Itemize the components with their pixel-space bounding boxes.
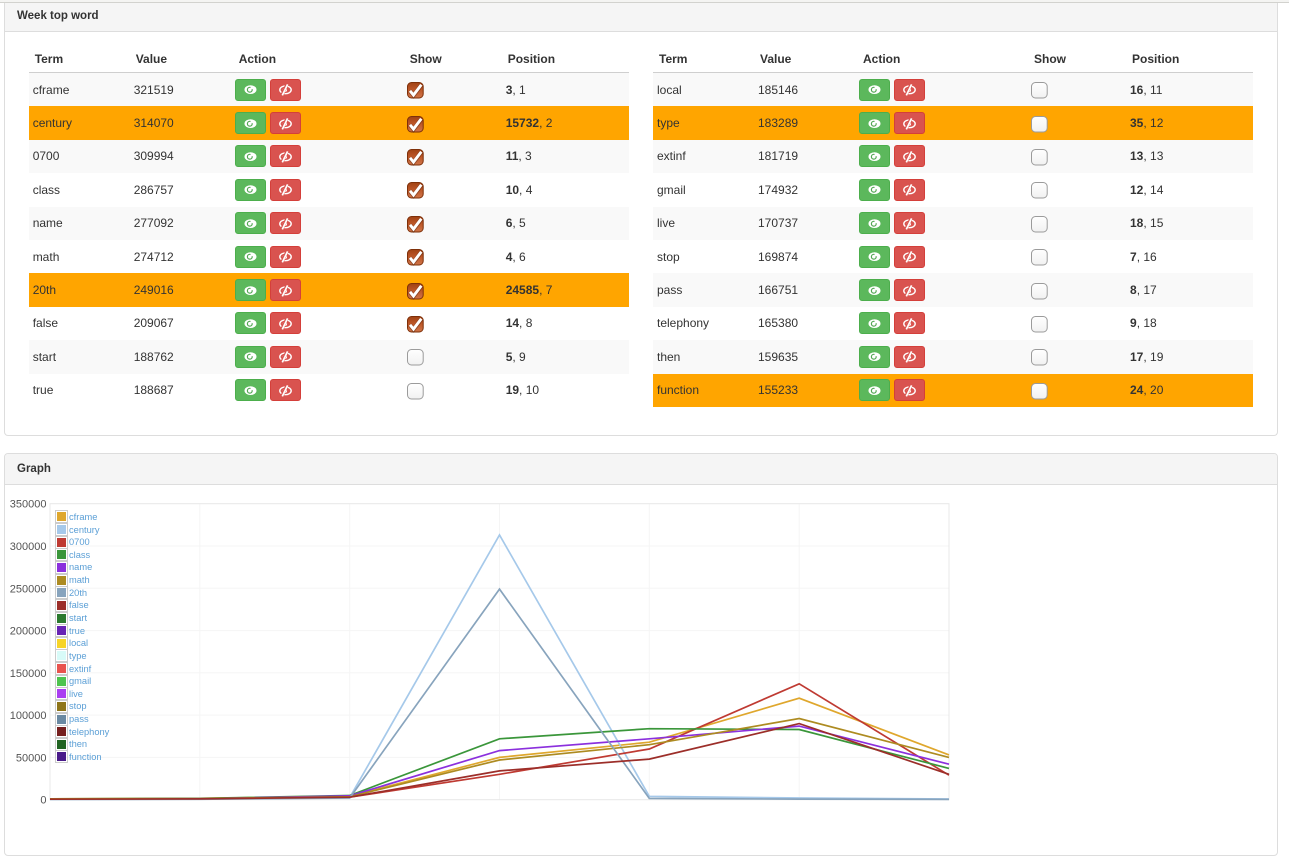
- svg-text:150000: 150000: [10, 668, 47, 680]
- svg-text:250000: 250000: [10, 583, 47, 595]
- svg-text:300000: 300000: [10, 541, 47, 553]
- svg-text:0: 0: [40, 795, 46, 807]
- svg-text:50000: 50000: [16, 752, 47, 764]
- svg-text:200000: 200000: [10, 626, 47, 638]
- svg-text:350000: 350000: [10, 499, 47, 511]
- svg-text:100000: 100000: [10, 710, 47, 722]
